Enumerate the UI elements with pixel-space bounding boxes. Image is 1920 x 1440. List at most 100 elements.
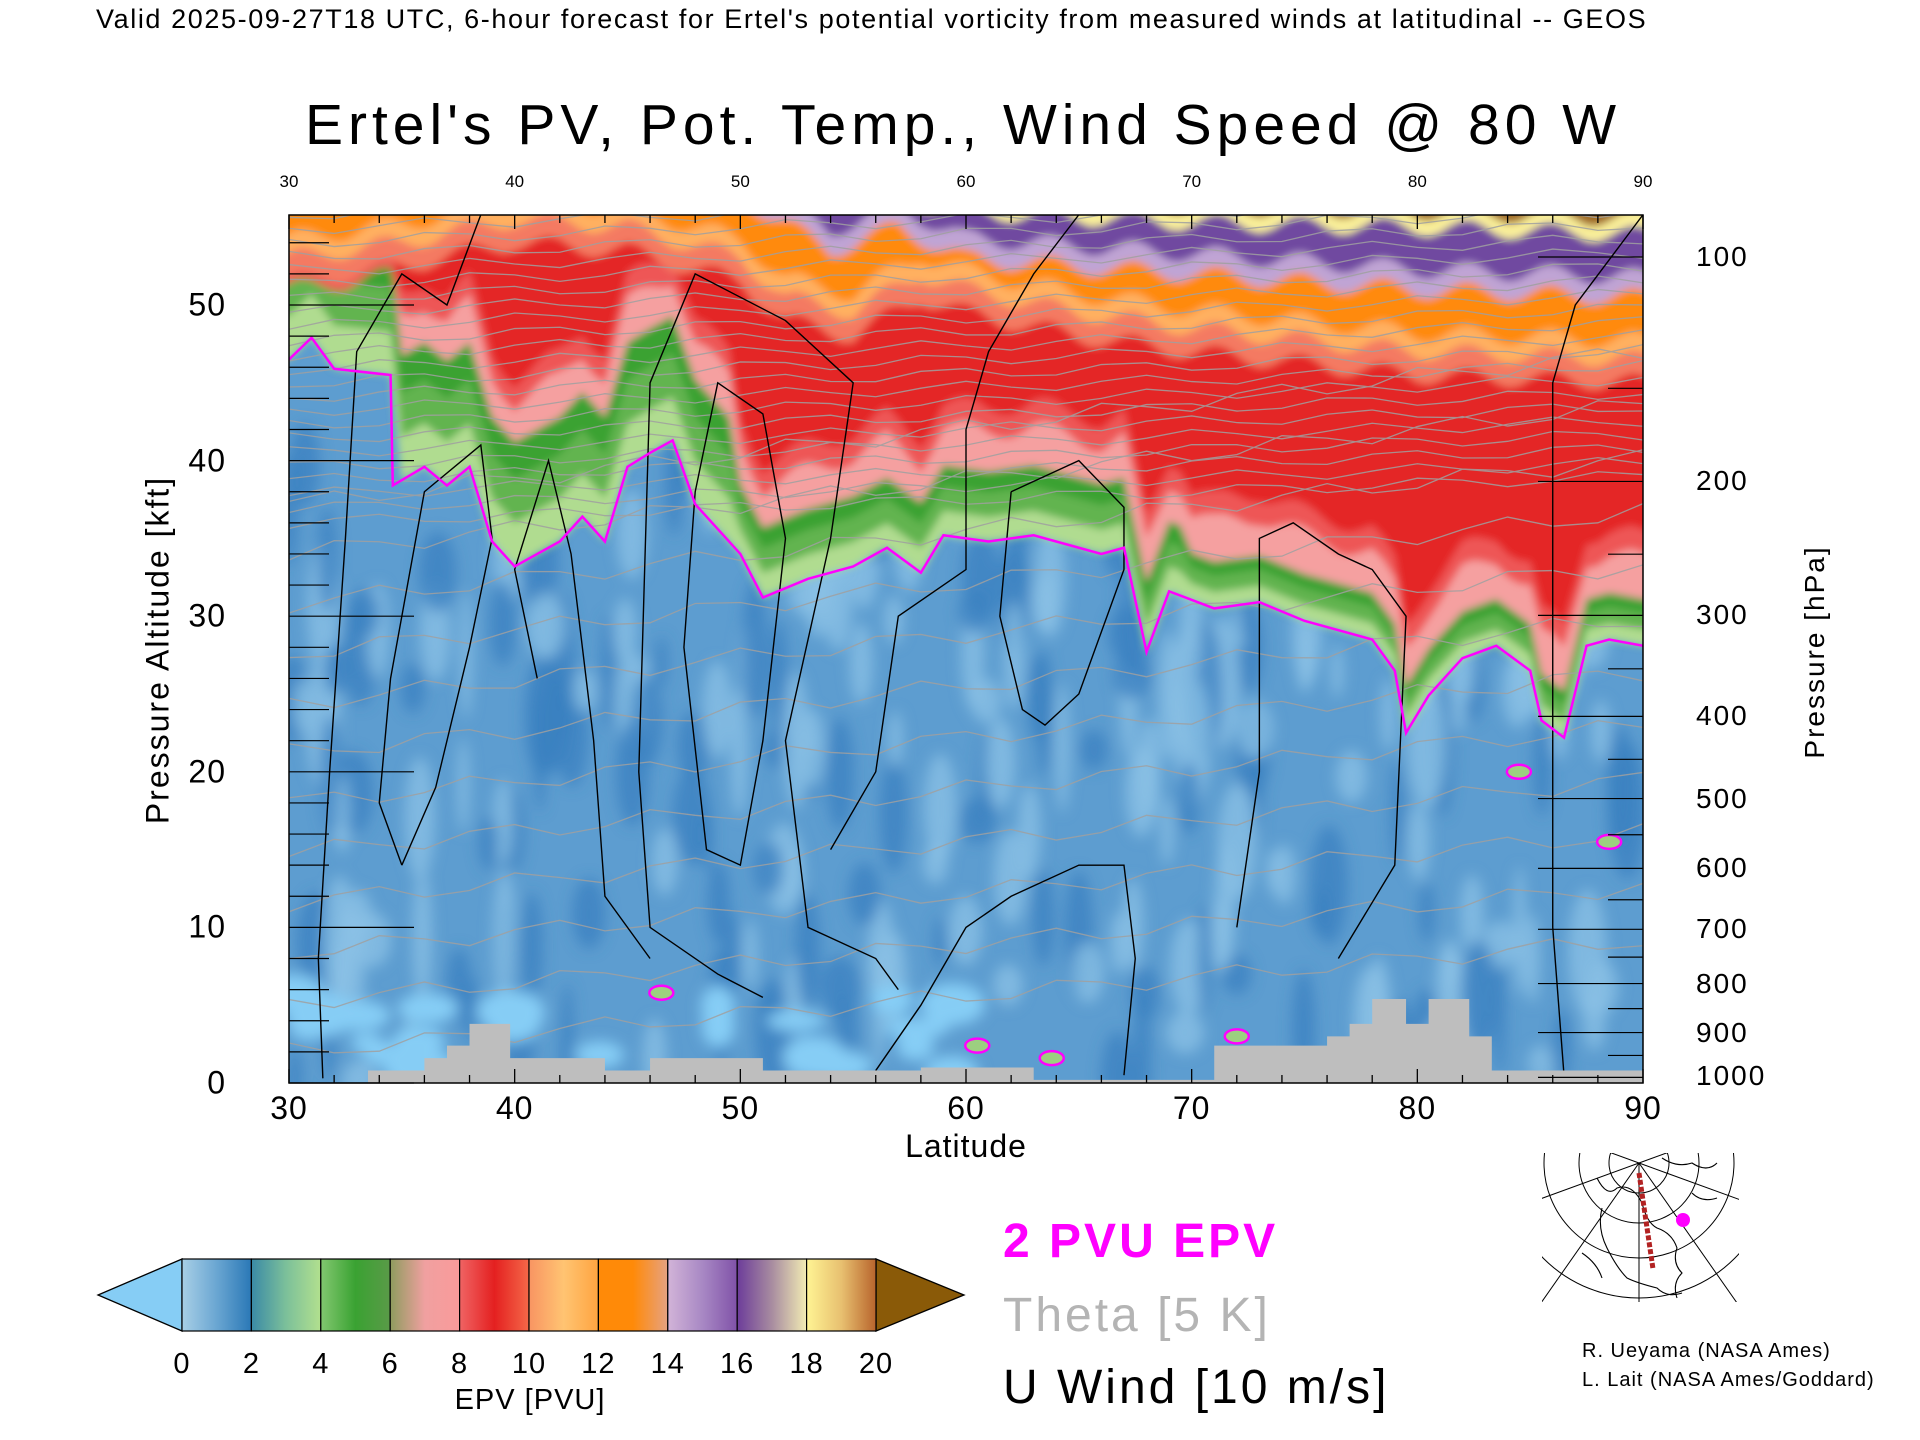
colorbar-tick-label: 14 <box>650 1348 685 1380</box>
field-blob <box>601 613 616 732</box>
field-blob <box>533 663 571 773</box>
top-tick-label: 50 <box>730 172 750 191</box>
field-blob <box>1407 803 1430 882</box>
colorbar-tick-label: 6 <box>381 1348 399 1380</box>
theta-line <box>289 823 1643 960</box>
colorbar-tick-label: 16 <box>720 1348 755 1380</box>
colorbar-tick-label: 0 <box>173 1348 191 1380</box>
field-blob <box>655 636 668 689</box>
pressure-tick-label: 100 <box>1696 241 1749 273</box>
field-blob <box>1133 993 1151 1083</box>
field-blob <box>1107 605 1145 662</box>
credit-2: L. Lait (NASA Ames/Goddard) <box>1582 1369 1875 1391</box>
field-blob <box>1266 849 1279 894</box>
field-blob <box>742 579 768 719</box>
colorbar-label: EPV [PVU] <box>454 1384 606 1416</box>
pressure-tick-label: 300 <box>1696 599 1749 631</box>
meridian-line <box>1638 1162 1737 1302</box>
theta-line <box>289 263 1643 315</box>
field-blob <box>707 860 730 945</box>
colorbar-bin <box>736 1258 808 1332</box>
field-blob <box>702 660 733 758</box>
theta-line <box>289 222 1643 275</box>
pressure-tick-label: 900 <box>1696 1016 1749 1048</box>
coastline <box>1581 1157 1718 1299</box>
theta-line <box>289 348 1643 503</box>
field-blob <box>1003 602 1025 711</box>
field-blob <box>489 580 517 666</box>
field-blob <box>1136 718 1162 821</box>
field-blob <box>478 815 499 871</box>
x-tick-label: 50 <box>721 1090 760 1126</box>
y-tick-label: 40 <box>188 442 226 479</box>
field-blob <box>1080 729 1108 770</box>
field-blob <box>1177 762 1200 835</box>
low-pv-blob <box>350 1033 384 1054</box>
pressure-tick-label: 600 <box>1696 852 1749 884</box>
field-blob <box>985 717 1016 809</box>
field-blob <box>521 892 543 1002</box>
colorbar-bin <box>805 1258 877 1332</box>
colorbar-bin <box>528 1258 600 1332</box>
field-blob <box>1380 678 1397 752</box>
wind-contour <box>1236 522 1407 959</box>
wind-contour <box>829 215 1080 850</box>
field-blob <box>412 869 433 1005</box>
field-blob <box>923 753 957 863</box>
top-tick-label: 60 <box>956 172 976 191</box>
theta-line <box>289 215 1248 248</box>
field-blob <box>826 717 855 830</box>
colorbar-bin <box>389 1258 461 1332</box>
pv-2pvu-island <box>1505 763 1533 781</box>
field-blob <box>1166 1011 1205 1054</box>
field-blob <box>336 775 349 855</box>
field-blob <box>1121 878 1144 971</box>
colorbar-tick-label: 4 <box>312 1348 330 1380</box>
credit-1: R. Ueyama (NASA Ames) <box>1582 1340 1831 1362</box>
field-blob <box>1330 644 1344 698</box>
terrain <box>289 998 1643 1083</box>
field-blob <box>970 678 1002 724</box>
field-blob <box>1100 1031 1135 1083</box>
theta-line <box>289 303 1643 362</box>
colorbar-tick-label: 18 <box>789 1348 824 1380</box>
map-coastlines <box>1581 1157 1718 1299</box>
field-blob <box>1272 844 1296 905</box>
field-blob <box>616 489 648 580</box>
colorbar-tick-label: 10 <box>511 1348 547 1380</box>
pressure-tick-label: 400 <box>1696 700 1749 732</box>
top-tick-label: 30 <box>279 172 299 191</box>
map-graticule <box>1542 1153 1739 1302</box>
meridian-line <box>1542 1162 1640 1302</box>
field-blob <box>348 589 380 639</box>
field-blob <box>289 1047 302 1083</box>
header-text: Valid 2025-09-27T18 UTC, 6-hour forecast… <box>96 4 1648 34</box>
field-blob <box>1017 783 1042 879</box>
pv-2pvu-island <box>1595 833 1623 851</box>
field-blob <box>753 842 784 895</box>
wind-contour <box>683 381 787 867</box>
colorbar-bin <box>181 1258 253 1332</box>
pv-2pvu-contour <box>289 335 1643 740</box>
pv-2pvu-island <box>1038 1049 1066 1067</box>
top-tick-label: 40 <box>505 172 525 191</box>
theta-line <box>289 248 1643 301</box>
field-blob <box>1071 942 1105 1004</box>
colorbar-tick-label: 12 <box>581 1348 616 1380</box>
field-blob <box>560 983 575 1083</box>
y-tick-label: 50 <box>188 286 226 323</box>
field-blob <box>1236 700 1274 759</box>
pressure-tick-label: 800 <box>1696 967 1749 999</box>
field-blob <box>922 842 949 885</box>
low-pv-blob <box>701 1005 735 1048</box>
field-blob <box>1310 825 1348 945</box>
field-blob <box>1419 882 1435 943</box>
field-blob <box>993 830 1027 926</box>
pv-2pvu-island <box>1223 1028 1251 1045</box>
field-blob <box>572 669 597 712</box>
chart-title: Ertel's PV, Pot. Temp., Wind Speed @ 80 … <box>304 93 1622 157</box>
theta-line <box>289 617 1643 754</box>
y-tick-label: 20 <box>188 753 226 790</box>
meridian-line <box>1638 1162 1739 1200</box>
field-blob <box>1157 630 1179 761</box>
